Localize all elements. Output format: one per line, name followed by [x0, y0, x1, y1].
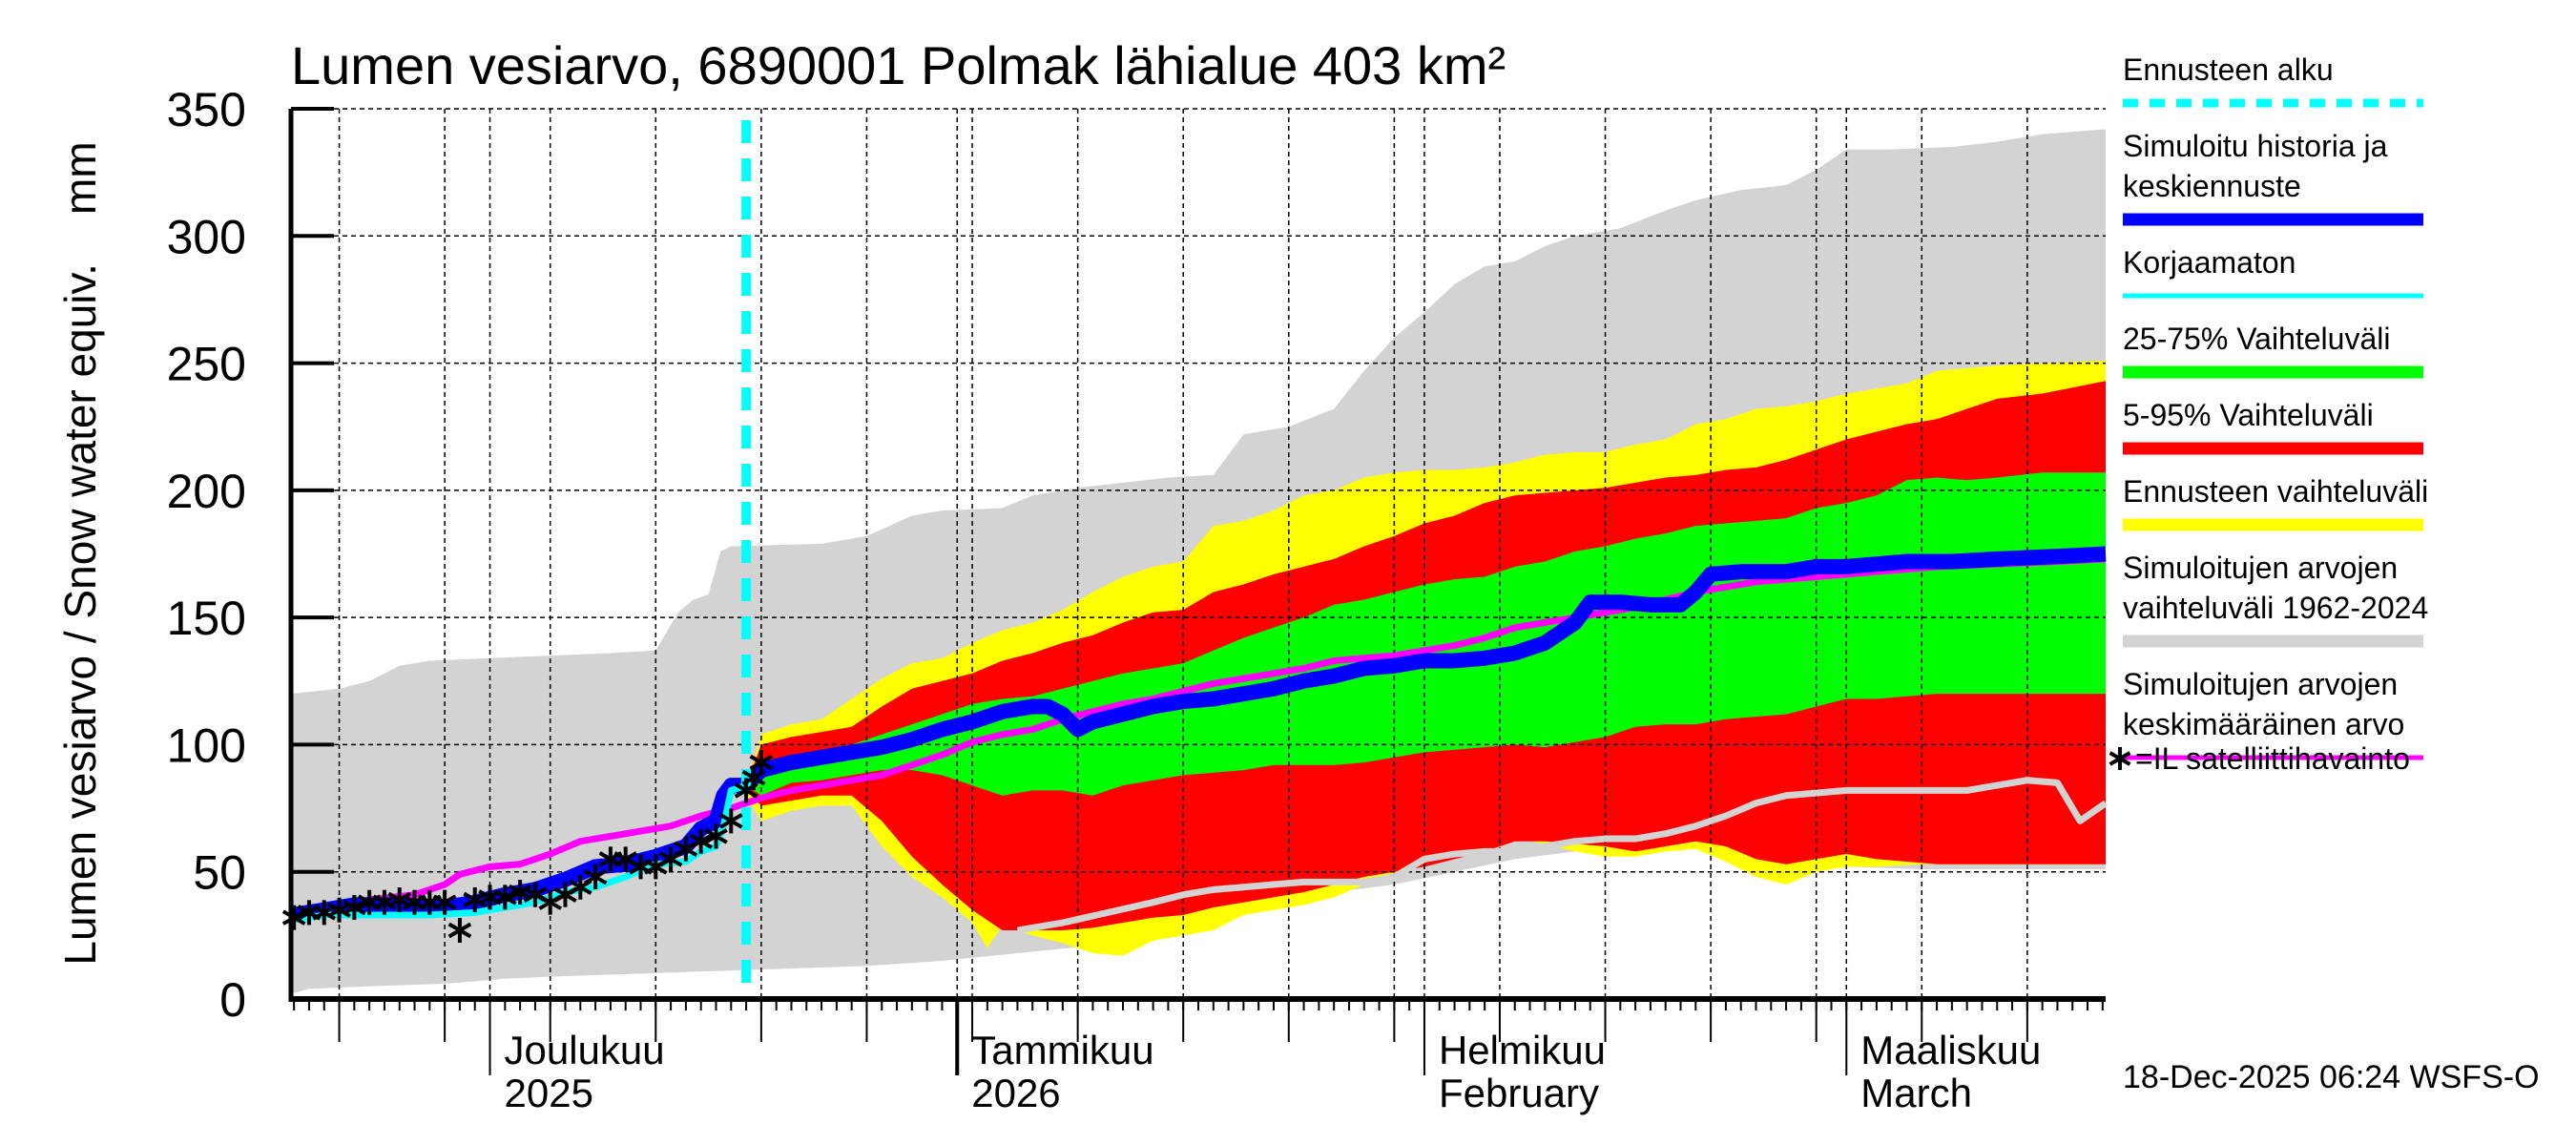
legend: Ennusteen alku Simuloitu historia ja keski…: [2109, 52, 2428, 776]
x-month-sublabel: 2025: [505, 1071, 593, 1115]
x-month-sublabel: March: [1860, 1071, 1972, 1115]
y-tick-label: 50: [193, 846, 246, 900]
observation-stroke: [447, 922, 472, 939]
observation-stroke: [372, 894, 397, 910]
legend-label: Simuloitu historia ja: [2123, 129, 2388, 163]
observation-stroke: [327, 902, 351, 918]
legend-item-ennusteen-vaihteluv-li: Ennusteen vaihteluväli: [2123, 474, 2428, 531]
legend-label: Ennusteen alku: [2123, 52, 2334, 87]
legend-label: vaihteluväli 1962-2024: [2123, 591, 2428, 625]
observation-stroke: [463, 891, 488, 908]
legend-label: Korjaamaton: [2123, 245, 2296, 280]
observation-stroke: [583, 868, 608, 885]
legend-label: 25-75% Vaihteluväli: [2123, 322, 2390, 356]
legend-item-simuloitujen-arvojen-keskim-r-inen-arvo: Simuloitujen arvojen keskimääräinen arvo: [2123, 667, 2423, 760]
observation-stroke: [718, 813, 743, 829]
legend-item-simuloitu-historia-ja-keskiennuste: Simuloitu historia ja keskiennuste: [2123, 129, 2423, 226]
legend-label: Simuloitujen arvojen: [2123, 667, 2398, 701]
line-alin-simuloitu-historia: [1016, 777, 2108, 934]
observation-marker: [447, 918, 472, 944]
chart-title: Lumen vesiarvo, 6890001 Polmak lähialue …: [291, 35, 1506, 95]
y-tick-label: 0: [219, 973, 246, 1027]
observation-stroke: [312, 905, 337, 921]
observation-marker: [583, 864, 608, 890]
legend-label: 5-95% Vaihteluväli: [2123, 398, 2374, 432]
observation-marker: [718, 808, 743, 834]
y-tick-label: 250: [167, 338, 246, 391]
y-axis-label: Lumen vesiarvo / Snow water equiv. mm: [55, 141, 105, 965]
legend-label: Ennusteen vaihteluväli: [2123, 474, 2428, 509]
y-tick-label: 150: [167, 592, 246, 645]
legend-label: keskiennuste: [2123, 169, 2301, 203]
y-tick-label: 100: [167, 718, 246, 772]
observation-marker: [493, 885, 517, 910]
observation-stroke: [432, 894, 457, 910]
observation-marker: [689, 828, 713, 854]
timestamp-footer: 18-Dec-2025 06:24 WSFS-O: [2123, 1059, 2540, 1095]
legend-item-5-95-vaihteluv-li: 5-95% Vaihteluväli: [2123, 398, 2423, 455]
y-tick-label: 350: [167, 83, 246, 136]
x-month-sublabel: 2026: [971, 1071, 1060, 1115]
observation-stroke: [343, 899, 366, 916]
x-month-label: Tammikuu: [971, 1028, 1153, 1072]
y-tick-label: 200: [167, 465, 246, 518]
legend-item-25-75-vaihteluv-li: 25-75% Vaihteluväli: [2123, 322, 2423, 379]
asterisk-stroke: [2109, 751, 2131, 766]
observation-stroke: [704, 828, 728, 844]
observation-marker: [749, 750, 774, 776]
observation-stroke: [749, 754, 774, 771]
observation-stroke: [281, 909, 306, 926]
x-month-label: Helmikuu: [1439, 1028, 1606, 1072]
observation-marker: [432, 889, 457, 915]
x-month-sublabel: February: [1439, 1071, 1599, 1115]
observation-stroke: [613, 851, 638, 867]
legend-label: keskimääräinen arvo: [2123, 707, 2404, 741]
legend-item-korjaamaton: Korjaamaton: [2123, 245, 2423, 299]
observation-marker: [343, 895, 366, 921]
asterisk-icon: [2109, 747, 2131, 770]
observation-stroke: [523, 886, 548, 903]
lines-layer: [281, 120, 2108, 999]
y-tick-label: 300: [167, 210, 246, 263]
observation-stroke: [689, 833, 713, 849]
legend-label: =IL satelliittihavainto: [2135, 741, 2410, 776]
observation-stroke: [493, 889, 517, 906]
x-month-label: Maaliskuu: [1860, 1028, 2041, 1072]
observation-marker: [281, 905, 306, 930]
observation-marker: [704, 823, 728, 849]
legend-item-observation: =IL satelliittihavainto: [2109, 741, 2410, 776]
legend-label: Simuloitujen arvojen: [2123, 551, 2398, 585]
legend-item-simuloitujen-arvojen-vaihteluv-li-1962-2024: Simuloitujen arvojen vaihteluväli 1962-20…: [2123, 551, 2428, 648]
legend-item-ennusteen-alku: Ennusteen alku: [2123, 52, 2423, 108]
x-month-label: Joulukuu: [505, 1028, 665, 1072]
